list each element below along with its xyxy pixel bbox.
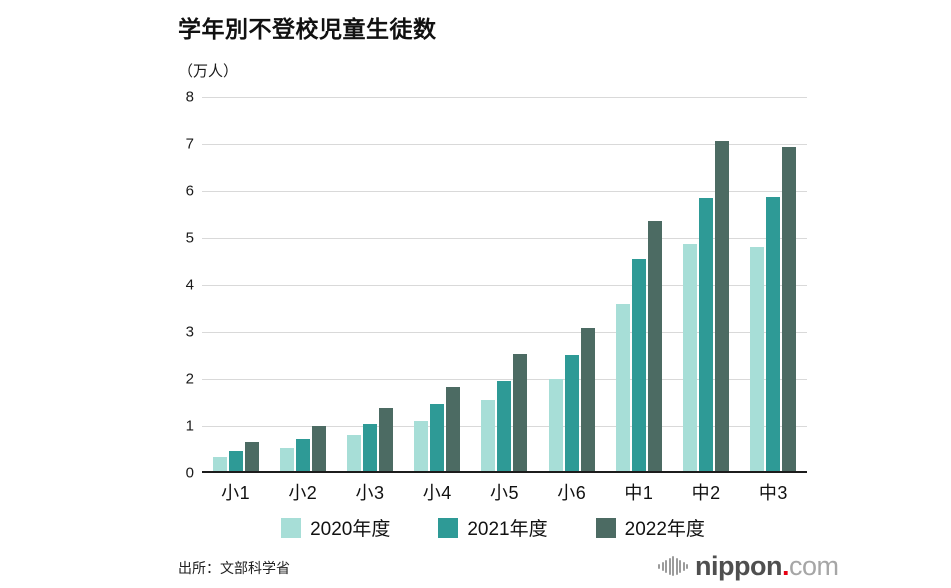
bar-2022年度-中1 xyxy=(647,221,662,473)
logo-dot: . xyxy=(781,550,790,581)
bar-2021年度-小2 xyxy=(295,439,310,473)
y-tick-label: 7 xyxy=(185,135,194,153)
x-axis-line xyxy=(202,471,807,473)
bar-group-小5 xyxy=(471,97,538,473)
bar-2020年度-中2 xyxy=(683,244,698,473)
bar-2020年度-小2 xyxy=(279,448,294,473)
y-tick-label: 4 xyxy=(185,276,194,294)
y-tick-label: 3 xyxy=(185,323,194,341)
bar-2021年度-小5 xyxy=(497,381,512,473)
bar-2021年度-中3 xyxy=(766,197,781,473)
bar-2022年度-小6 xyxy=(580,328,595,473)
bar-group-小2 xyxy=(269,97,336,473)
bar-2020年度-小3 xyxy=(347,435,362,473)
legend-swatch xyxy=(281,517,302,538)
gridline xyxy=(202,191,807,192)
chart-legend: 2020年度 2021年度 2022年度 xyxy=(178,514,808,541)
bar-2021年度-小3 xyxy=(363,424,378,473)
legend-label: 2020年度 xyxy=(310,519,391,540)
gridline xyxy=(202,285,807,286)
x-tick-label-中2: 中2 xyxy=(691,483,721,503)
bar-2022年度-小4 xyxy=(446,387,461,473)
y-tick-label: 8 xyxy=(185,88,194,106)
legend-swatch xyxy=(438,517,459,538)
y-tick-label: 2 xyxy=(185,370,194,388)
source-note: 出所：文部科学省 xyxy=(178,560,290,576)
bar-group-中3 xyxy=(740,97,807,473)
gridline xyxy=(202,332,807,333)
legend-item-2021年度: 2021年度 xyxy=(438,514,548,541)
legend-label: 2021年度 xyxy=(467,519,548,540)
gridline xyxy=(202,97,807,98)
gridline xyxy=(202,144,807,145)
y-tick-label: 5 xyxy=(185,229,194,247)
bar-chart-plot-area: 0 1 2 3 4 5 6 7 8 小1 小2 小3 小4 小5 小6 中1 中2 中3 xyxy=(186,89,807,503)
x-tick-label-中1: 中1 xyxy=(624,483,654,503)
bar-2020年度-小4 xyxy=(414,421,429,473)
x-tick-label-小4: 小4 xyxy=(422,483,452,503)
bar-group-小4 xyxy=(404,97,471,473)
legend-item-2022年度: 2022年度 xyxy=(595,514,705,541)
bar-2020年度-小1 xyxy=(212,457,227,473)
bar-2022年度-小5 xyxy=(513,354,528,473)
nippon-logo: nippon.com xyxy=(658,548,839,584)
gridline xyxy=(202,238,807,239)
legend-swatch xyxy=(595,517,616,538)
bar-2020年度-中1 xyxy=(615,304,630,473)
x-tick-label-小1: 小1 xyxy=(221,483,251,503)
bar-2022年度-中2 xyxy=(715,141,730,473)
x-tick-label-小2: 小2 xyxy=(288,483,318,503)
bar-2022年度-小2 xyxy=(311,426,326,473)
bar-2022年度-小3 xyxy=(379,408,394,473)
legend-item-2020年度: 2020年度 xyxy=(281,514,390,541)
logo-brand-text: nippon xyxy=(695,550,782,581)
bar-2022年度-中3 xyxy=(782,147,797,473)
y-axis-unit-label: （万人） xyxy=(178,63,239,80)
bar-2022年度-小1 xyxy=(244,442,259,473)
y-tick-label: 1 xyxy=(185,417,194,435)
x-tick-label-小6: 小6 xyxy=(557,483,587,503)
bar-group-小1 xyxy=(202,97,269,473)
logo-wordmark: nippon.com xyxy=(695,550,839,581)
gridline xyxy=(202,379,807,380)
bar-2021年度-中1 xyxy=(631,259,646,473)
x-tick-label-中3: 中3 xyxy=(758,483,788,503)
waveform-circle-icon xyxy=(658,554,688,578)
bar-group-中2 xyxy=(673,97,740,473)
bar-2021年度-小4 xyxy=(430,404,445,473)
legend-label: 2022年度 xyxy=(624,519,705,540)
x-tick-label-小5: 小5 xyxy=(489,483,519,503)
bar-2021年度-中2 xyxy=(699,198,714,473)
bar-2020年度-小6 xyxy=(548,379,563,473)
x-tick-label-小3: 小3 xyxy=(355,483,385,503)
bar-2021年度-小1 xyxy=(228,451,243,473)
bar-2020年度-中3 xyxy=(750,247,765,473)
bar-group-小3 xyxy=(336,97,403,473)
bar-2021年度-小6 xyxy=(564,355,579,473)
logo-tld-text: com xyxy=(788,550,839,581)
y-tick-label: 0 xyxy=(185,464,194,482)
bar-group-中1 xyxy=(605,97,672,473)
chart-title: 学年別不登校児童生徒数 xyxy=(178,16,437,42)
y-tick-label: 6 xyxy=(185,182,194,200)
bar-group-小6 xyxy=(538,97,605,473)
bar-2020年度-小5 xyxy=(481,400,496,473)
